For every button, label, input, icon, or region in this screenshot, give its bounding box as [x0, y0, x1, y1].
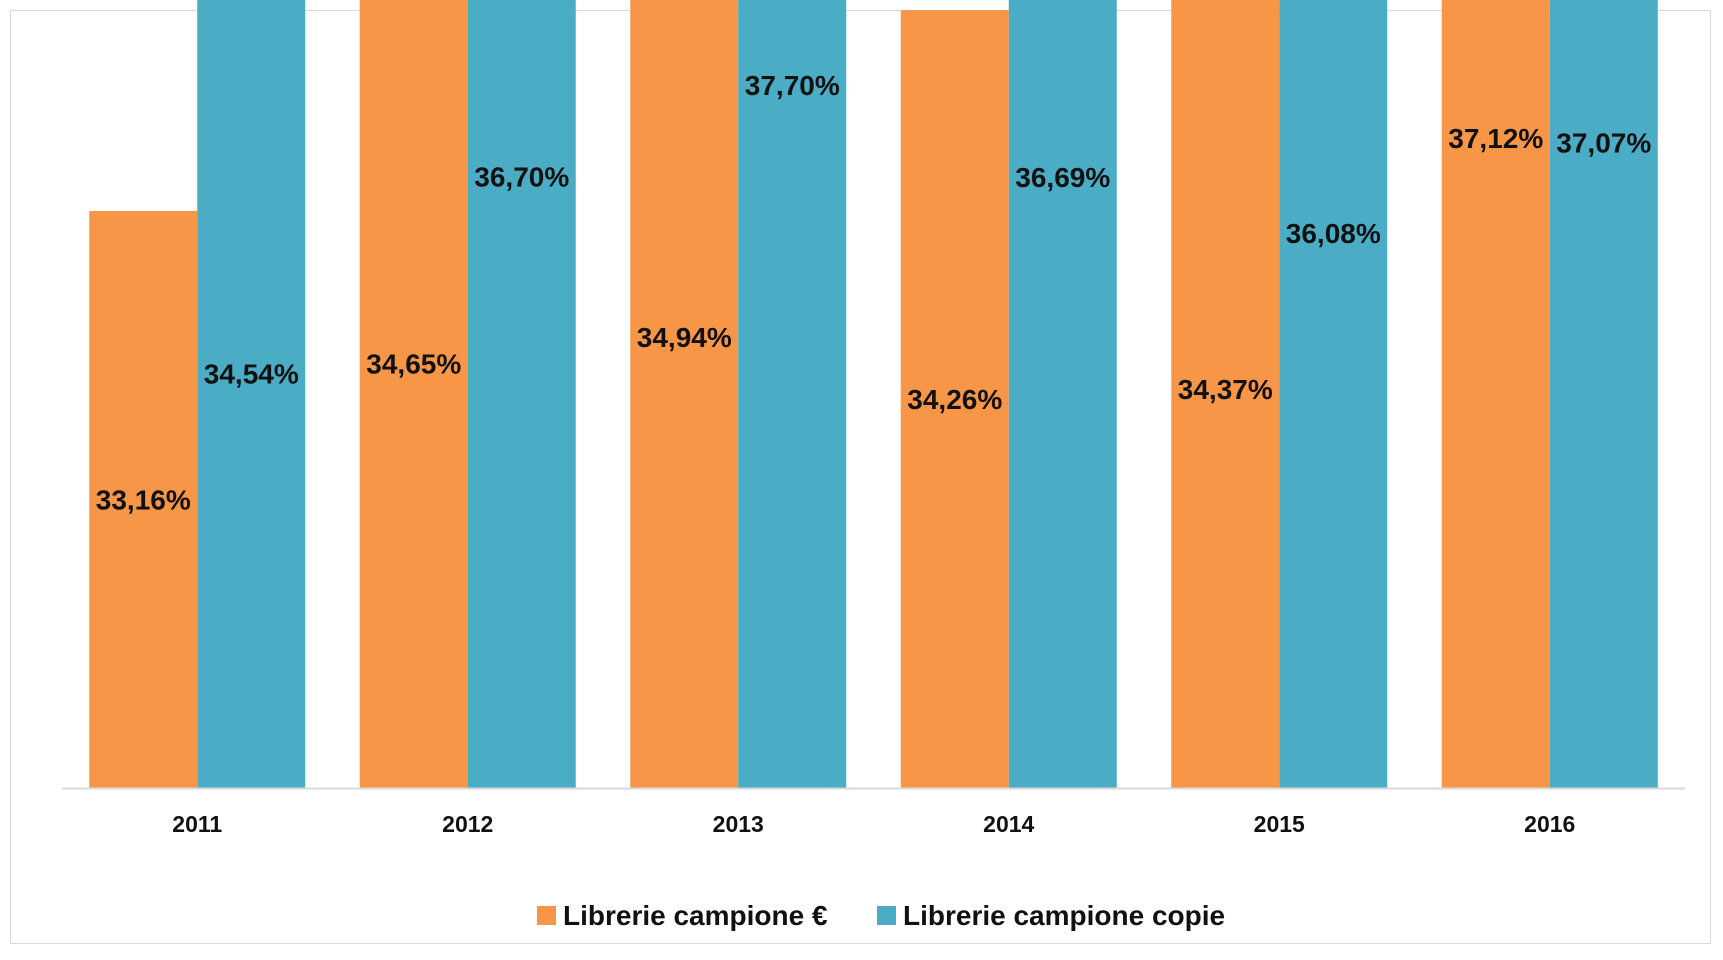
x-tick-labels: 2011 2012 2013 2014 2015 2016: [172, 811, 1575, 837]
bar-copie-2016[interactable]: [1549, 0, 1658, 789]
data-label-copie-2013: 37,70%: [745, 70, 840, 101]
bar-euro-2011[interactable]: [89, 210, 198, 788]
legend-swatch-copie: [877, 906, 896, 925]
bar-euro-2016[interactable]: [1441, 0, 1550, 789]
data-label-copie-2015: 36,08%: [1286, 218, 1381, 249]
data-label-copie-2011: 34,54%: [204, 358, 299, 389]
data-label-euro-2016: 37,12%: [1448, 123, 1543, 154]
bar-copie-2011[interactable]: [197, 0, 306, 789]
x-tick-label-2014: 2014: [983, 811, 1034, 837]
x-tick-label-2013: 2013: [713, 811, 764, 837]
bar-copie-2015[interactable]: [1279, 0, 1388, 788]
x-tick-label-2012: 2012: [442, 811, 493, 837]
bar-euro-2012[interactable]: [359, 0, 468, 789]
bar-copie-2014[interactable]: [1008, 0, 1117, 788]
x-tick-label-2015: 2015: [1254, 811, 1305, 837]
bar-euro-2013[interactable]: [630, 0, 739, 789]
data-label-euro-2012: 34,65%: [366, 348, 461, 379]
data-label-euro-2014: 34,26%: [907, 384, 1002, 415]
data-label-copie-2012: 36,70%: [474, 161, 569, 192]
bar-euro-2015[interactable]: [1171, 0, 1280, 788]
bar-copie-2012[interactable]: [467, 0, 576, 789]
data-label-euro-2013: 34,94%: [637, 322, 732, 353]
bars-group: [89, 0, 1658, 789]
legend-item-euro[interactable]: Librerie campione €: [537, 900, 828, 931]
bar-copie-2013[interactable]: [738, 0, 847, 788]
x-tick-label-2016: 2016: [1524, 811, 1575, 837]
bar-euro-2014[interactable]: [900, 10, 1009, 788]
data-label-copie-2016: 37,07%: [1556, 128, 1651, 159]
data-label-copie-2014: 36,69%: [1015, 162, 1110, 193]
legend-swatch-euro: [537, 906, 556, 925]
legend-item-copie[interactable]: Librerie campione copie: [877, 900, 1225, 931]
data-label-euro-2011: 33,16%: [96, 484, 191, 515]
legend-label-copie: Librerie campione copie: [903, 900, 1225, 931]
data-label-euro-2015: 34,37%: [1178, 374, 1273, 405]
x-tick-label-2011: 2011: [172, 811, 222, 837]
data-labels-group: 33,16% 34,54% 34,65% 36,70% 34,94% 37,70% 34,2…: [96, 70, 1652, 516]
legend[interactable]: Librerie campione € Librerie campione cop…: [537, 900, 1225, 931]
legend-label-euro: Librerie campione €: [563, 900, 828, 931]
